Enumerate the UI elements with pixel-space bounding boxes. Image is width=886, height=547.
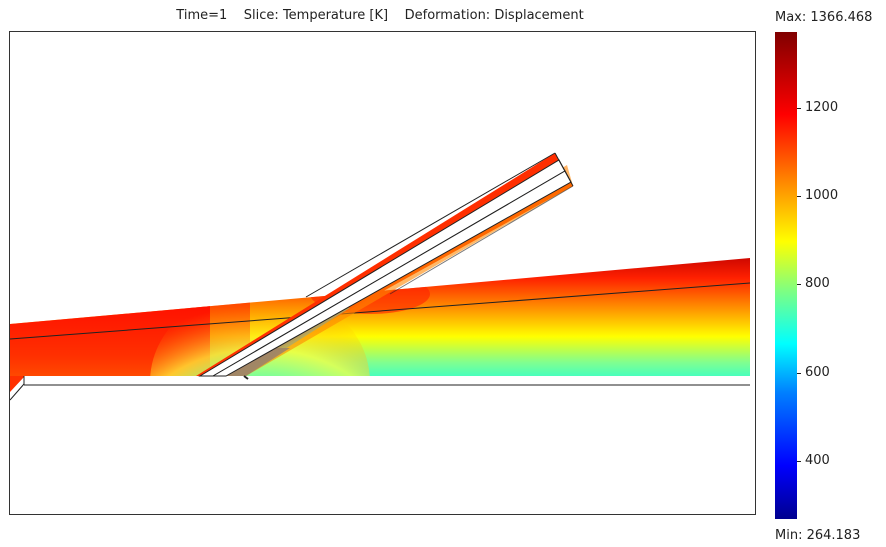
- colorbar-tick: [797, 373, 801, 374]
- colorbar-tick: [797, 284, 801, 285]
- colorbar-tick-label: 600: [805, 365, 830, 380]
- colorbar-tick: [797, 108, 801, 109]
- substrate-strip: [24, 376, 750, 385]
- colorbar-max-label: Max: 1366.468: [775, 10, 873, 25]
- inclined-tube: [196, 152, 574, 380]
- colorbar-tick-label: 800: [805, 276, 830, 291]
- temperature-slice-plot: [10, 152, 751, 401]
- plot-title: Time=1 Slice: Temperature [K] Deformatio…: [176, 8, 584, 23]
- colorbar-tick-label: 1000: [805, 188, 839, 203]
- plot-area[interactable]: [9, 31, 756, 515]
- colorbar: [775, 32, 797, 519]
- colorbar-tick: [797, 196, 801, 197]
- colorbar-tick-label: 1200: [805, 100, 839, 115]
- colorbar-tick-label: 400: [805, 453, 830, 468]
- colorbar-min-label: Min: 264.183: [775, 528, 861, 543]
- left-bevel: [10, 376, 24, 392]
- slab-interface-line: [10, 282, 751, 340]
- colorbar-tick: [797, 461, 801, 462]
